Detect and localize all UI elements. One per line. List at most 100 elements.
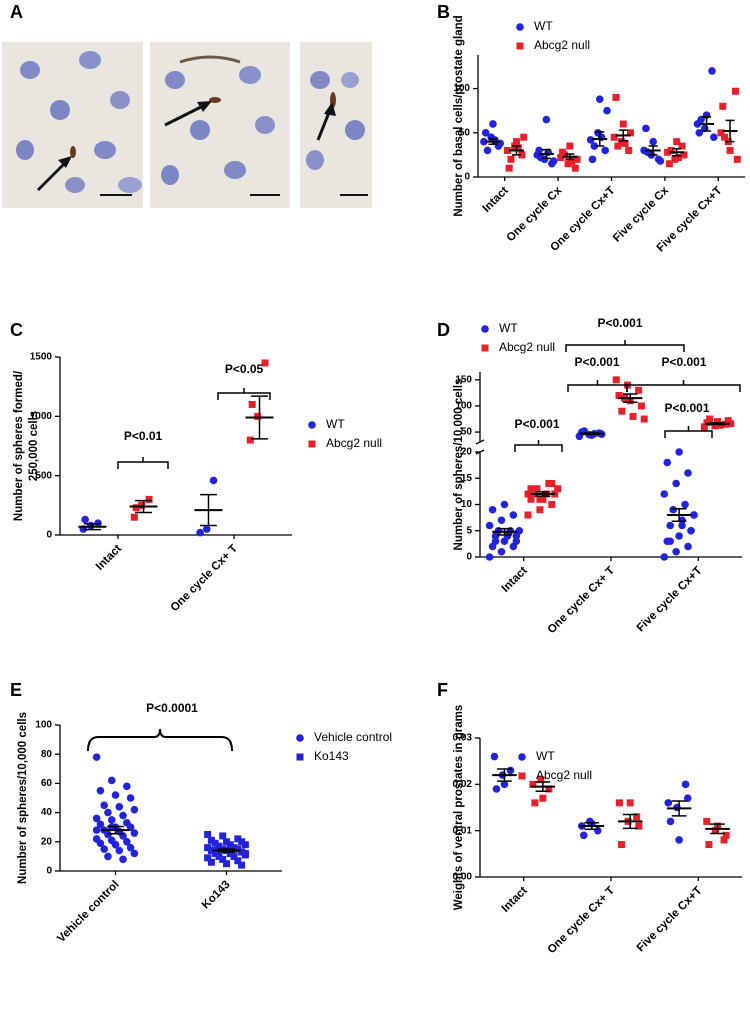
data-point [196, 528, 204, 537]
error-bar [251, 395, 268, 440]
data-point [603, 106, 611, 115]
data-point [514, 144, 522, 152]
data-point [536, 495, 544, 503]
data-point [238, 838, 246, 846]
legend-label: WT [534, 19, 553, 33]
data-point [612, 376, 620, 384]
data-point [126, 843, 135, 852]
data-point [223, 838, 230, 846]
panel-label: E [10, 680, 22, 700]
data-point [560, 151, 568, 159]
annotation: P<0.001 [514, 417, 559, 431]
data-point [503, 146, 511, 154]
data-point [485, 521, 494, 530]
data-point [573, 155, 581, 163]
data-point [571, 164, 579, 172]
bracket [664, 426, 713, 438]
error-bar [584, 432, 600, 436]
data-point [96, 839, 105, 848]
data-point [115, 846, 124, 855]
data-point [590, 142, 599, 150]
data-point [612, 93, 620, 101]
data-point [485, 553, 494, 561]
data-point [204, 831, 212, 838]
y-tick-label: 20 [41, 836, 53, 847]
data-point [672, 479, 680, 488]
legend-label: Abcg2 null [534, 38, 590, 52]
error-bar [218, 848, 235, 853]
data-point [92, 753, 101, 761]
data-point [505, 164, 513, 172]
data-point [215, 842, 223, 850]
x-tick-label: One cycle Cx [505, 184, 565, 244]
data-point [666, 817, 675, 826]
data-point [535, 146, 543, 155]
panel-label: A [10, 2, 23, 22]
data-point [722, 831, 730, 839]
data-point [716, 421, 724, 429]
data-point [107, 776, 116, 785]
data-point [681, 780, 690, 789]
bracket [514, 440, 563, 452]
data-point [226, 849, 234, 857]
data-point [610, 133, 618, 141]
data-point [548, 501, 556, 508]
micrograph-2 [150, 42, 290, 208]
data-point [489, 120, 497, 128]
data-point [635, 822, 643, 830]
data-point [111, 791, 120, 799]
y-tick-label: 50 [461, 427, 473, 438]
legend-label: WT [536, 749, 555, 763]
data-point [96, 820, 105, 829]
data-point [717, 129, 725, 137]
data-point [215, 852, 223, 860]
panel-label: B [437, 2, 450, 22]
error-bar [618, 129, 628, 142]
data-point [537, 153, 545, 162]
error-bar [511, 145, 521, 156]
data-point [115, 802, 124, 811]
data-point [96, 786, 105, 795]
data-point [207, 847, 215, 855]
data-point [492, 785, 501, 793]
legend-label: Abcg2 null [326, 436, 382, 450]
y-tick-label: 10 [461, 499, 473, 510]
legend-marker [296, 753, 304, 761]
data-point [246, 436, 254, 444]
data-point [615, 392, 623, 400]
y-tick-label: 0 [466, 552, 472, 563]
error-bar [535, 491, 551, 497]
data-point [633, 813, 641, 821]
data-point [627, 129, 635, 137]
data-point [512, 537, 521, 546]
y-tick-label: 0.03 [453, 733, 473, 744]
axis-break [475, 439, 485, 445]
data-point [261, 359, 269, 367]
y-tick-label: 100 [35, 720, 52, 731]
data-point [104, 808, 112, 817]
data-point [675, 532, 683, 540]
panel-label: F [437, 680, 448, 700]
data-point [675, 448, 683, 456]
legend-label: Ko143 [314, 749, 349, 763]
error-bar [710, 823, 725, 835]
error-bar [672, 147, 682, 157]
bracket [217, 388, 271, 400]
y-tick-label: 60 [41, 778, 53, 789]
data-point [119, 811, 127, 820]
data-point [731, 87, 739, 95]
annotation: P<0.001 [574, 355, 619, 369]
data-point [123, 782, 131, 791]
legend-marker [516, 23, 524, 31]
data-point [548, 480, 556, 487]
data-point [690, 511, 698, 519]
data-point [219, 855, 227, 863]
data-point [506, 766, 515, 775]
legend-label: WT [326, 417, 345, 431]
y-tick-label: 80 [41, 749, 53, 760]
y-tick-label: 20 [461, 447, 473, 458]
y-tick-label: 0.00 [453, 872, 473, 883]
error-bar [497, 768, 512, 782]
data-point [669, 505, 677, 514]
x-tick-label: Ko143 [200, 879, 233, 912]
